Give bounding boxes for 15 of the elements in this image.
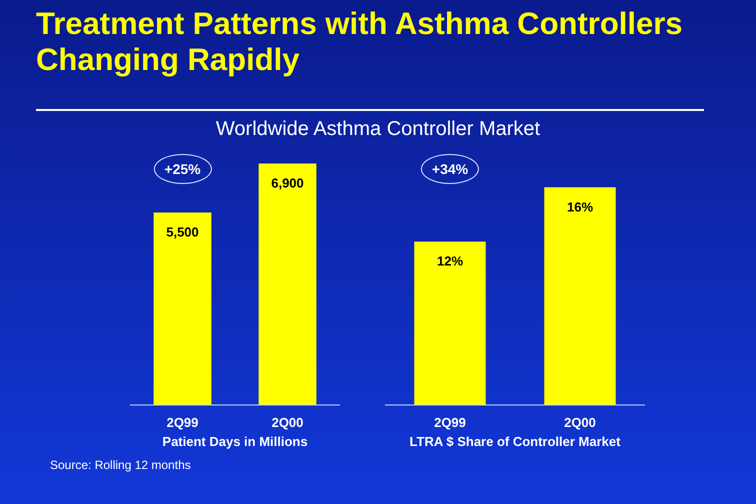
data-label: 12%: [436, 254, 464, 269]
data-label: 16%: [566, 199, 594, 214]
x-tick-label: 2Q00: [272, 415, 304, 430]
source-note: Source: Rolling 12 months: [50, 458, 191, 472]
x-axis-title: LTRA $ Share of Controller Market: [410, 434, 622, 449]
data-label: 6,900: [271, 176, 304, 191]
chart-title: Treatment Patterns with Asthma Controllers Changing Rapidly: [36, 6, 684, 78]
x-tick-label: 2Q99: [434, 415, 466, 430]
oval-outline: +25%: [153, 154, 212, 184]
data-label: 5,500: [166, 224, 199, 240]
x-tick-label: 2Q99: [166, 415, 198, 430]
x-axis-title: Patient Days in Millions: [162, 434, 308, 449]
oval-outline: +34%: [420, 154, 480, 184]
x-tick-label: 2Q00: [564, 415, 596, 430]
chart-subtitle: Worldwide Asthma Controller Market: [214, 118, 542, 141]
